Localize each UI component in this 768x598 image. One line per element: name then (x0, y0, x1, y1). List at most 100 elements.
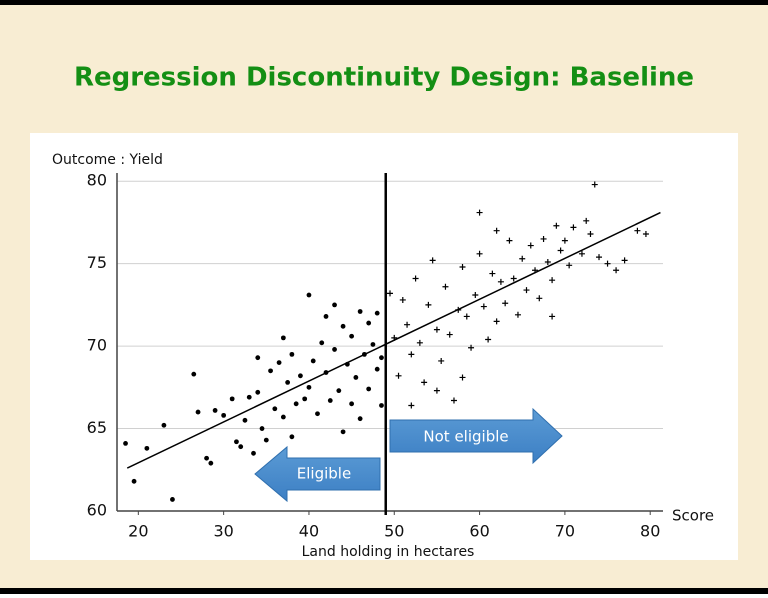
point (433, 387, 440, 394)
point (280, 335, 286, 341)
x-axis-name: Score (672, 507, 714, 525)
point (553, 222, 560, 229)
point (493, 227, 500, 234)
point (208, 460, 214, 466)
point (480, 303, 487, 310)
point (523, 287, 530, 294)
point (379, 403, 384, 408)
x-tick-label: 60 (469, 522, 489, 541)
point (238, 444, 244, 450)
point (276, 360, 282, 366)
x-tick-label: 40 (299, 522, 319, 541)
point (442, 283, 449, 290)
x-axis-label: Land holding in hectares (302, 544, 475, 560)
point (438, 357, 445, 364)
point (421, 379, 428, 386)
point (399, 296, 406, 303)
point (195, 409, 201, 415)
point (170, 497, 175, 502)
point (370, 342, 376, 347)
point (349, 401, 355, 407)
point (642, 231, 649, 238)
point (234, 439, 239, 445)
arrow-left (254, 445, 381, 503)
point (634, 227, 641, 234)
point (357, 416, 363, 422)
point (221, 412, 227, 418)
y-tick-label: 65 (87, 418, 107, 437)
point (336, 388, 342, 394)
chart-title: Regression Discontinuity Design: Baselin… (74, 63, 694, 93)
point (293, 401, 299, 407)
y-axis-label: Outcome : Yield (52, 152, 163, 168)
point (540, 235, 547, 242)
point (459, 263, 466, 270)
annotation: Eligible (297, 465, 351, 483)
point (131, 478, 137, 484)
point (246, 394, 252, 400)
point (476, 209, 483, 216)
point (255, 355, 261, 361)
point (374, 366, 380, 372)
point (255, 389, 261, 395)
point (229, 396, 235, 402)
point (340, 429, 346, 435)
point (493, 318, 500, 325)
point (425, 301, 432, 308)
point (429, 257, 436, 264)
point (613, 267, 620, 274)
y-tick-label: 70 (87, 336, 107, 355)
point (366, 320, 372, 326)
point (323, 314, 329, 319)
point (123, 441, 128, 446)
arrow-right (389, 407, 563, 465)
point (527, 242, 534, 249)
point (549, 277, 556, 284)
point (357, 309, 363, 314)
point (349, 333, 355, 339)
point (459, 374, 466, 381)
point (506, 237, 513, 244)
point (353, 375, 359, 380)
x-tick-label: 80 (640, 522, 660, 541)
point (468, 344, 475, 351)
point (476, 250, 483, 257)
x-tick-label: 70 (555, 522, 575, 541)
fit-line (126, 211, 661, 469)
y-tick-label: 80 (87, 171, 107, 190)
point (289, 351, 295, 357)
point (566, 262, 573, 269)
point (621, 257, 628, 264)
point (272, 406, 278, 412)
point (242, 417, 248, 423)
point (578, 250, 585, 257)
point (485, 336, 492, 343)
point (289, 434, 295, 440)
point (251, 450, 256, 456)
top-bar (0, 0, 768, 5)
point (544, 259, 551, 266)
point (549, 313, 556, 320)
point (144, 445, 150, 451)
point (306, 384, 312, 390)
point (433, 326, 440, 333)
point (583, 217, 590, 224)
point (319, 340, 325, 346)
point (379, 355, 384, 361)
point (259, 426, 265, 431)
point (536, 295, 543, 302)
point (387, 290, 393, 297)
point (604, 260, 611, 267)
plot-area: 60 65 70 75 80 20 30 40 50 60 70 80 (87, 171, 663, 541)
x-tick-label: 20 (128, 522, 148, 541)
point (561, 237, 568, 244)
point (446, 331, 453, 338)
point (310, 358, 316, 364)
point (587, 231, 594, 238)
point (306, 292, 312, 298)
point (502, 300, 509, 307)
point (450, 397, 457, 404)
point (332, 302, 337, 308)
point (332, 347, 337, 352)
